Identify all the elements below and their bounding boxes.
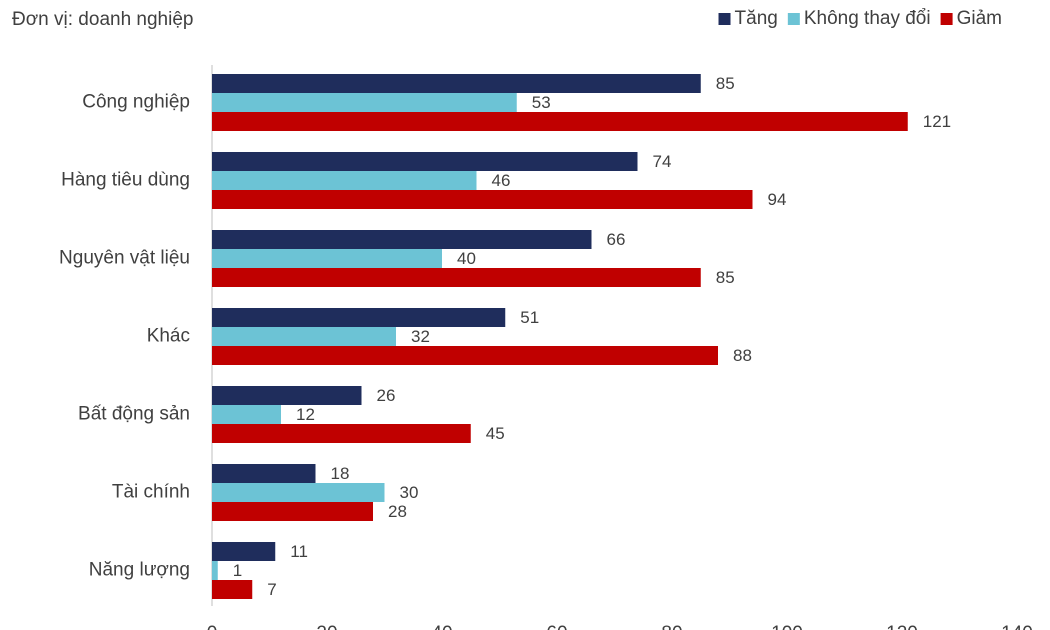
bar: [212, 171, 477, 190]
value-label: 30: [400, 483, 419, 502]
x-tick-label: 100: [771, 623, 803, 630]
value-label: 12: [296, 405, 315, 424]
value-label: 66: [607, 230, 626, 249]
value-label: 7: [267, 580, 276, 599]
value-label: 32: [411, 327, 430, 346]
y-tick-label: Công nghiệp: [82, 92, 190, 113]
value-label: 121: [923, 112, 951, 131]
value-label: 88: [733, 346, 752, 365]
bar: [212, 190, 753, 209]
bar: [212, 152, 638, 171]
x-tick-label: 80: [661, 623, 682, 630]
value-label: 74: [653, 152, 672, 171]
legend-swatch: [787, 13, 800, 25]
x-tick-label: 140: [1001, 623, 1033, 630]
bar: [212, 561, 218, 580]
y-tick-label: Bất động sản: [78, 404, 190, 425]
bar: [212, 268, 701, 287]
legend-label: Tăng: [735, 8, 778, 29]
legend-swatch: [718, 13, 731, 25]
x-tick-label: 120: [886, 623, 918, 630]
bar: [212, 74, 701, 93]
bar: [212, 502, 373, 521]
y-tick-label: Hàng tiêu dùng: [61, 170, 190, 191]
legend-swatch: [940, 13, 953, 25]
bar: [212, 230, 592, 249]
y-tick-label: Tài chính: [112, 482, 190, 503]
bar: [212, 483, 385, 502]
value-label: 1: [233, 561, 242, 580]
bar: [212, 346, 718, 365]
bar: [212, 386, 362, 405]
y-tick-label: Năng lượng: [89, 560, 190, 581]
legend-label: Không thay đổi: [804, 8, 931, 29]
value-label: 45: [486, 424, 505, 443]
bar: [212, 93, 517, 112]
value-label: 85: [716, 268, 735, 287]
bar: [212, 542, 276, 561]
value-label: 85: [716, 74, 735, 93]
y-tick-label: Nguyên vật liệu: [59, 248, 190, 269]
value-label: 11: [290, 542, 308, 561]
x-tick-label: 40: [431, 623, 452, 630]
y-tick-label: Khác: [147, 326, 190, 347]
value-label: 51: [520, 308, 539, 327]
bar: [212, 580, 253, 599]
value-label: 94: [768, 190, 787, 209]
bar: [212, 112, 908, 131]
x-tick-label: 0: [207, 623, 218, 630]
chart-subtitle: Đơn vị: doanh nghiệp: [12, 9, 193, 30]
bar: [212, 327, 396, 346]
value-label: 53: [532, 93, 551, 112]
bar: [212, 308, 506, 327]
x-tick-label: 60: [546, 623, 567, 630]
bar: [212, 464, 316, 483]
value-label: 46: [492, 171, 511, 190]
value-label: 28: [388, 502, 407, 521]
value-label: 18: [331, 464, 350, 483]
value-label: 26: [377, 386, 396, 405]
x-tick-label: 20: [316, 623, 337, 630]
legend-label: Giảm: [957, 8, 1002, 29]
value-label: 40: [457, 249, 476, 268]
bar: [212, 249, 442, 268]
bar: [212, 405, 281, 424]
bar: [212, 424, 471, 443]
